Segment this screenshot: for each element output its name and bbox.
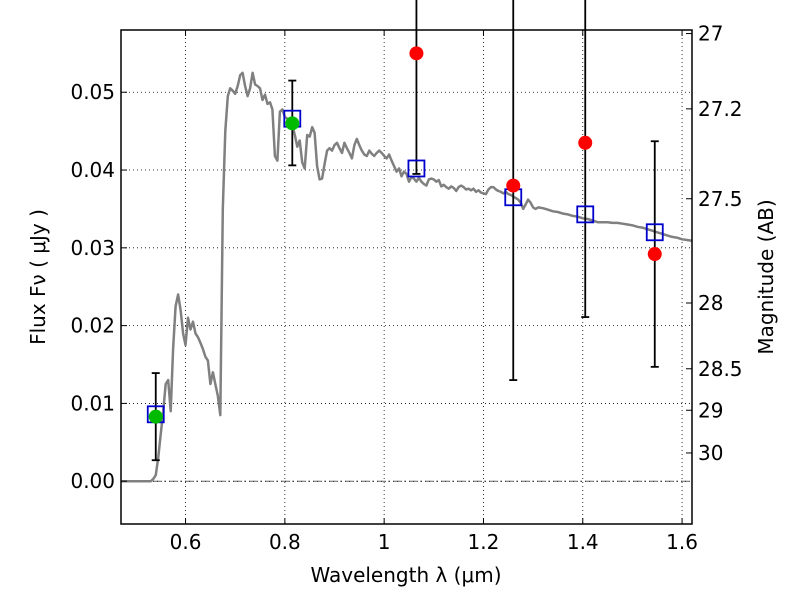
y2-tick-label: 27.2 [698, 97, 743, 121]
y2-axis-label: Magnitude (AB) [754, 199, 778, 354]
observed-point [285, 116, 300, 131]
x-tick-label: 1.6 [666, 530, 698, 554]
plot-frame [120, 29, 693, 525]
error-bars [146, 0, 664, 462]
y-tick-label: 0.03 [70, 236, 115, 260]
x-tick-label: 1 [378, 530, 391, 554]
y2-tick-label: 28 [698, 291, 723, 315]
observed-point [578, 135, 593, 150]
y2-axis: 27 27.2 27.5 28 28.5 29 30 [686, 22, 743, 465]
y-tick-label: 0.05 [70, 80, 115, 104]
x-tick-label: 0.6 [170, 530, 202, 554]
model-square [645, 223, 664, 242]
x-tick-label: 0.8 [269, 530, 301, 554]
y-axis: 0.00 0.01 0.02 0.03 0.04 0.05 [70, 80, 127, 493]
y-tick-label: 0.02 [70, 314, 115, 338]
observed-point [409, 46, 424, 61]
model-square [576, 205, 595, 224]
y2-tick-label: 27.5 [698, 187, 743, 211]
y-tick-label: 0.01 [70, 391, 115, 415]
x-tick-label: 1.2 [468, 530, 500, 554]
y2-tick-label: 30 [698, 441, 723, 465]
x-axis-label: Wavelength λ (μm) [310, 563, 501, 587]
model-square [407, 159, 426, 178]
y-axis-label: Flux Fν ( μJy ) [26, 209, 50, 345]
x-axis: 0.6 0.8 1 1.2 1.4 1.6 [170, 30, 698, 554]
y-tick-label: 0.00 [70, 469, 115, 493]
y-tick-label: 0.04 [70, 158, 115, 182]
observed-point [148, 409, 163, 424]
observed-point [506, 178, 521, 193]
y2-tick-label: 29 [698, 398, 723, 422]
plot-area [121, 71, 692, 483]
x-tick-label: 1.4 [567, 530, 599, 554]
y2-tick-label: 27 [698, 22, 723, 46]
spectrum-line [121, 71, 692, 483]
observed-point [647, 247, 662, 262]
y2-tick-label: 28.5 [698, 357, 743, 381]
